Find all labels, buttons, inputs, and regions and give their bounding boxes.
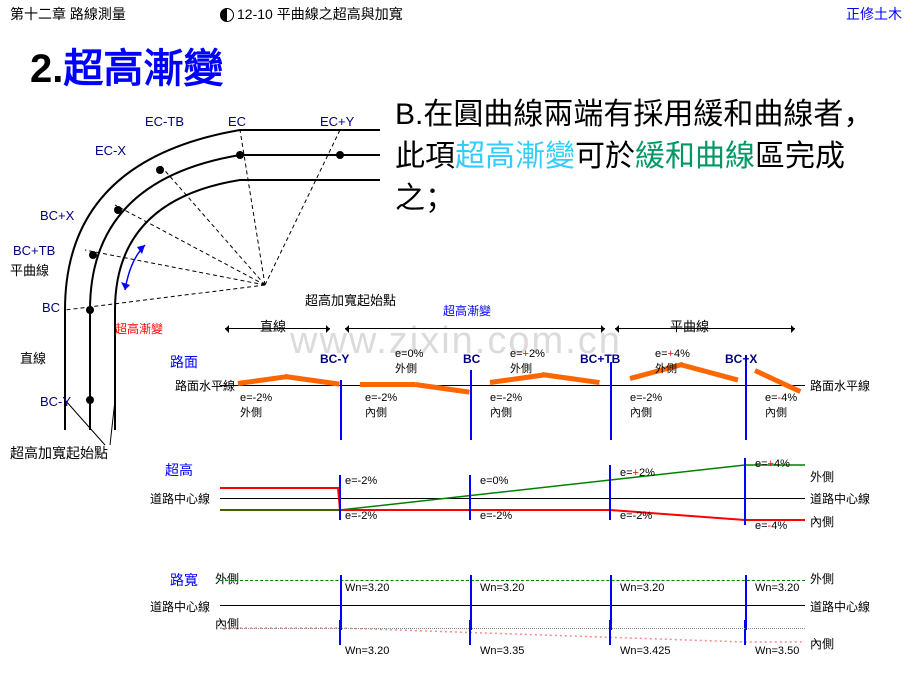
label-bc-x: BC+X (40, 208, 74, 223)
title-number: 2. (30, 47, 63, 91)
label-ec-y: EC+Y (320, 114, 354, 129)
station-1: BC (463, 352, 480, 366)
yinyang-icon (220, 8, 234, 22)
body-paragraph: B.在圓曲線兩端有採用緩和曲線者，此項超高漸變可於緩和曲線區完成之； (395, 94, 895, 220)
label-start-point: 超高加寬起始點 (305, 290, 396, 309)
vbar-1 (340, 380, 342, 440)
inner-right-1: 內側 (810, 513, 834, 530)
label-bc: BC (42, 300, 60, 315)
station-3: BC+X (725, 352, 757, 366)
arrow-transition (345, 328, 605, 329)
org-label: 正修土木 (846, 4, 902, 24)
center-line-left-2: 道路中心線 (150, 598, 210, 615)
width-inner-ref (220, 628, 805, 629)
label-ec-x: EC-X (95, 143, 126, 158)
label-bc-y: BC-Y (40, 394, 71, 409)
slide-title: 2.超高漸變 (30, 36, 223, 94)
surface-hline (220, 385, 805, 386)
outer-right-1: 外側 (810, 468, 834, 485)
slide-header: 第十二章 路線測量 12-10 平曲線之超高與加寬 正修土木 (10, 4, 910, 24)
center-line-left-1: 道路中心線 (150, 490, 210, 507)
inner-right-2: 內側 (810, 635, 834, 652)
section-surface: 路面 (170, 352, 198, 372)
orange-seg-2b (542, 372, 600, 385)
label-ec-tb: EC-TB (145, 114, 184, 129)
vbar-4 (745, 355, 747, 440)
label-straight: 直線 (20, 348, 46, 367)
label-region-straight: 直線 (260, 316, 286, 335)
station-0: BC-Y (320, 352, 349, 366)
section-label: 12-10 平曲線之超高與加寬 (220, 4, 403, 24)
label-region-curve: 平曲線 (670, 316, 709, 335)
label-bc-tb: BC+TB (13, 243, 55, 258)
chapter-label: 第十二章 路線測量 (10, 6, 126, 22)
label-transition-top: 超高漸變 (443, 302, 491, 319)
center-line-right-1: 道路中心線 (810, 490, 870, 507)
center-line-right-2: 道路中心線 (810, 598, 870, 615)
label-startpoint: 超高加寬起始點 (10, 443, 108, 463)
title-text: 超高漸變 (63, 47, 223, 91)
orange-seg-1b (415, 382, 470, 395)
vbar-3 (610, 362, 612, 440)
center-hline-2 (220, 605, 805, 606)
vbar-2 (470, 370, 472, 440)
lower-diagram: 超高加寬起始點 超高漸變 直線 平曲線 路面 超高 路寬 路面水平線 路面水平線… (180, 280, 910, 680)
width-outer-line (220, 580, 805, 581)
super-svg (220, 440, 810, 550)
term-transition-curve: 緩和曲線 (635, 140, 755, 173)
outer-right-2: 外側 (810, 570, 834, 587)
surface-line-right: 路面水平線 (810, 377, 870, 394)
label-flat-curve: 平曲線 (10, 260, 49, 279)
section-width: 路寬 (170, 570, 198, 590)
section-super: 超高 (165, 460, 193, 480)
label-ec: EC (228, 114, 246, 129)
orange-seg-1a (360, 382, 415, 387)
term-superelevation: 超高漸變 (455, 140, 575, 173)
outer-left-2: 外側 (215, 570, 239, 587)
station-2: BC+TB (580, 352, 620, 366)
orange-seg-4 (754, 368, 801, 394)
label-transition: 超高漸變 (115, 320, 163, 337)
